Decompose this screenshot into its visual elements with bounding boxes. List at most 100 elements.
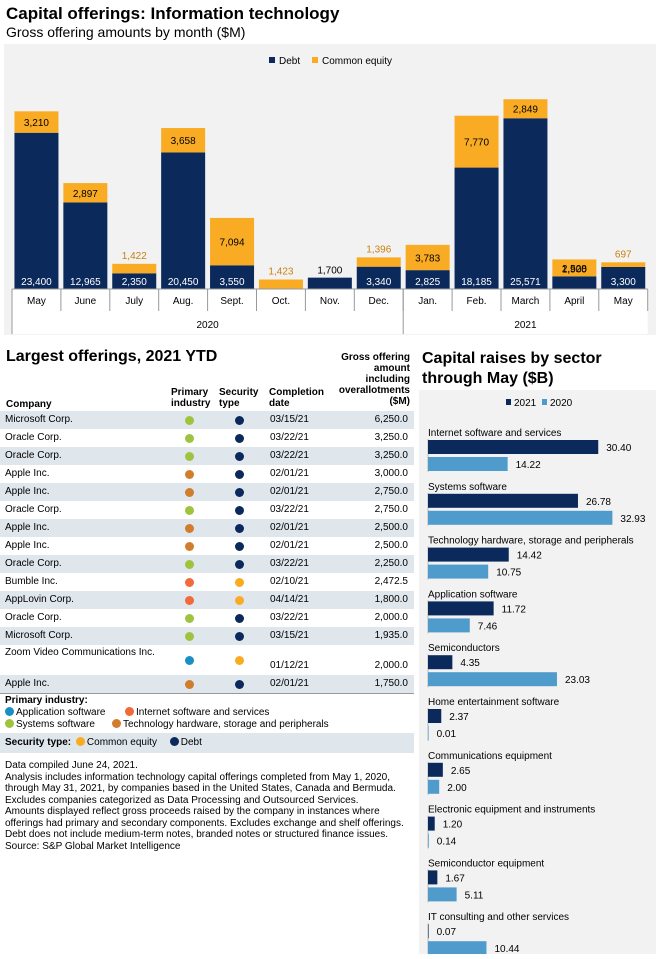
bar-equity [14, 111, 59, 133]
completion-date-cell: 02/01/21 [270, 678, 309, 689]
bar-2020 [428, 833, 429, 848]
industry-dot-icon [185, 506, 194, 515]
bar-equity [112, 263, 157, 274]
x-tick-label: Jan. [418, 296, 437, 307]
completion-date-cell: 03/22/21 [270, 558, 309, 569]
data-label-equity: 1,396 [366, 244, 391, 255]
bar-2020 [428, 457, 508, 471]
security-type-dot-icon [235, 596, 244, 605]
legend-hardware: Technology hardware, storage and periphe… [112, 719, 329, 730]
bar-debt [552, 276, 597, 289]
industry-dot-icon [185, 680, 194, 689]
data-label-2021: 4.35 [460, 658, 480, 669]
bar-debt [503, 118, 548, 289]
amount-cell: 3,250.0 [374, 450, 408, 461]
security-type-dot-icon [235, 578, 244, 587]
industry-dot-icon [185, 560, 194, 569]
legend-label-equity: Common equity [322, 56, 392, 67]
security-type-dot-icon [235, 560, 244, 569]
completion-date-cell: 02/10/21 [270, 576, 309, 587]
bar-2021 [428, 870, 438, 885]
legend-app-software-label: Application software [16, 707, 106, 718]
table-row: Oracle Corp. 03/22/21 3,250.0 [0, 429, 414, 447]
x-tick-label: Oct. [272, 296, 290, 307]
data-label-2021: 2.37 [449, 712, 469, 723]
table-header: Company Primary industry Security type C… [0, 350, 414, 410]
company-cell: Apple Inc. [5, 540, 50, 551]
table-row: Apple Inc. 02/01/21 3,000.0 [0, 465, 414, 483]
bar-equity [258, 279, 303, 289]
data-label-2021: 1.67 [445, 873, 465, 884]
bar-2020 [428, 510, 613, 525]
security-type-dot-icon [235, 524, 244, 533]
bar-2020 [428, 672, 557, 687]
industry-dot-icon [185, 596, 194, 605]
x-tick-label: May [27, 296, 46, 307]
sector-category-label: Internet software and services [428, 428, 561, 439]
bar-debt [454, 167, 499, 289]
debt-dot-icon [169, 737, 179, 746]
bar-2021 [428, 816, 435, 831]
table-row: Apple Inc. 02/01/21 2,500.0 [0, 519, 414, 537]
x-axis-strip [12, 289, 648, 334]
column-header-amount: Gross offering amount including overallo… [338, 352, 410, 407]
company-cell: Microsoft Corp. [5, 630, 73, 641]
company-cell: AppLovin Corp. [5, 594, 74, 605]
company-cell: Oracle Corp. [5, 432, 62, 443]
x-tick-label: May [614, 296, 633, 307]
company-cell: Oracle Corp. [5, 558, 62, 569]
app-software-dot-icon [5, 707, 14, 716]
x-tick-label: July [125, 296, 143, 307]
sector-category-label: Electronic equipment and instruments [428, 805, 595, 816]
data-label-equity: 3,783 [415, 254, 440, 265]
bar-2021 [428, 493, 578, 508]
hardware-dot-icon [112, 719, 121, 728]
amount-cell: 2,500.0 [374, 540, 408, 551]
equity-dot-icon [75, 737, 85, 746]
year-group-label: 2020 [196, 320, 219, 331]
amount-cell: 1,935.0 [374, 630, 408, 641]
x-tick-label: April [564, 296, 584, 307]
amount-cell: 3,250.0 [374, 432, 408, 443]
security-legend-title: Security type: [5, 737, 72, 748]
x-tick-label: Feb. [467, 296, 487, 307]
bar-2020 [428, 779, 440, 794]
data-label-2021: 2.65 [451, 766, 471, 777]
data-label-2021: 1.20 [443, 820, 463, 831]
industry-dot-icon [185, 656, 194, 665]
completion-date-cell: 03/22/21 [270, 612, 309, 623]
security-type-dot-icon [235, 542, 244, 551]
x-tick-label: Sept. [220, 296, 243, 307]
bar-equity [552, 259, 597, 277]
bar-equity [356, 257, 401, 267]
security-type-dot-icon [235, 416, 244, 425]
page-title: Capital offerings: Information technolog… [6, 4, 340, 23]
bar-2021 [428, 547, 509, 562]
sector-category-label: Application software [428, 589, 518, 600]
legend-label-2021: 2021 [514, 398, 537, 409]
offerings-table-body: Microsoft Corp. 03/15/21 6,250.0 Oracle Cor… [0, 411, 414, 693]
table-row: Microsoft Corp. 03/15/21 1,935.0 [0, 627, 414, 645]
sector-category-label: Semiconductors [428, 643, 500, 654]
data-label-2021: 26.78 [586, 497, 611, 508]
industry-dot-icon [185, 434, 194, 443]
amount-cell: 2,750.0 [374, 504, 408, 515]
bar-equity [210, 217, 255, 266]
data-label-equity: 7,770 [464, 138, 489, 149]
footnote: Debt does not include medium-term notes,… [5, 829, 388, 840]
legend-systems: Systems software [5, 719, 95, 730]
legend-swatch-2020 [542, 399, 547, 405]
footnote: Data compiled June 24, 2021. [5, 760, 138, 771]
completion-date-cell: 03/22/21 [270, 432, 309, 443]
company-cell: Apple Inc. [5, 522, 50, 533]
page-subtitle: Gross offering amounts by month ($M) [6, 24, 246, 40]
bar-2021 [428, 440, 599, 454]
data-label-equity: 3,210 [24, 118, 49, 129]
bar-2020 [428, 726, 429, 740]
legend-swatch-debt [269, 57, 275, 63]
bar-equity [454, 115, 499, 168]
security-type-dot-icon [235, 656, 244, 665]
data-label-debt: 3,340 [366, 277, 391, 288]
data-label-debt: 20,450 [168, 277, 199, 288]
company-cell: Oracle Corp. [5, 450, 62, 461]
